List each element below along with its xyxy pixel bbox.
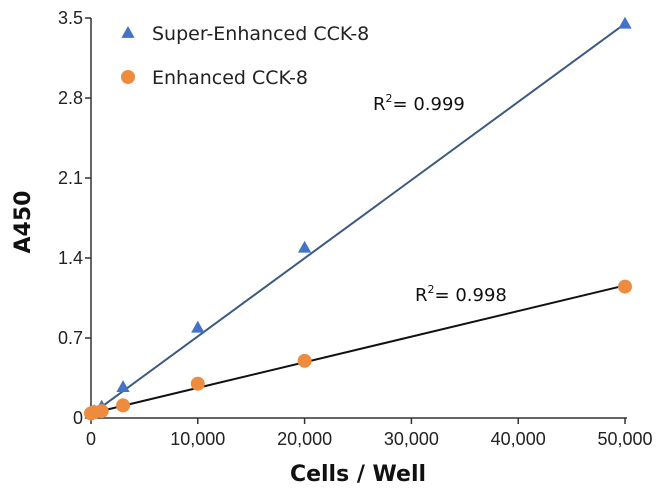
legend-marker-triangle (121, 26, 135, 38)
triangle-point (191, 320, 205, 333)
circle-point (190, 376, 205, 391)
circle-point (618, 279, 632, 294)
x-tick-label: 50,000 (597, 429, 652, 449)
triangle-point (116, 380, 130, 393)
x-tick-label: 20,000 (277, 429, 332, 449)
y-tick-label: 2.1 (58, 168, 83, 188)
circle-point (94, 404, 109, 419)
data-points (84, 16, 632, 421)
legend-label: Super-Enhanced CCK-8 (152, 23, 369, 45)
x-tick-label: 10,000 (170, 429, 225, 449)
fit-lines (90, 22, 626, 416)
legend-label: Enhanced CCK-8 (152, 67, 308, 89)
y-tick-label: 2.8 (58, 88, 83, 108)
triangle-point (297, 240, 312, 253)
r2-label: R2= 0.999 (373, 92, 465, 115)
circle-point (297, 353, 312, 368)
x-axis-title: Cells / Well (290, 462, 426, 487)
triangle-point (618, 16, 632, 29)
x-tick-label: 30,000 (384, 429, 439, 449)
r2-label: R2= 0.998 (415, 283, 507, 306)
trendline-series-0 (90, 22, 626, 416)
x-tick-label: 0 (86, 429, 96, 449)
y-axis-title: A450 (11, 191, 36, 254)
axes: 0 0.7 1.4 2.1 2.8 3.5 0 10,000 20,000 30,000 40,00… (58, 8, 653, 449)
y-tick-label: 0.7 (58, 328, 83, 348)
annotations: R2= 0.999 R2= 0.998 (373, 92, 507, 306)
y-tick-label: 0 (73, 408, 83, 428)
trendline-series-1 (90, 284, 626, 415)
legend: Super-Enhanced CCK-8 Enhanced CCK-8 (121, 23, 369, 89)
y-tick-label: 1.4 (58, 248, 83, 268)
x-tick-label: 40,000 (491, 429, 546, 449)
y-tick-label: 3.5 (58, 8, 83, 28)
circle-point (116, 398, 131, 413)
legend-marker-circle (121, 70, 135, 84)
